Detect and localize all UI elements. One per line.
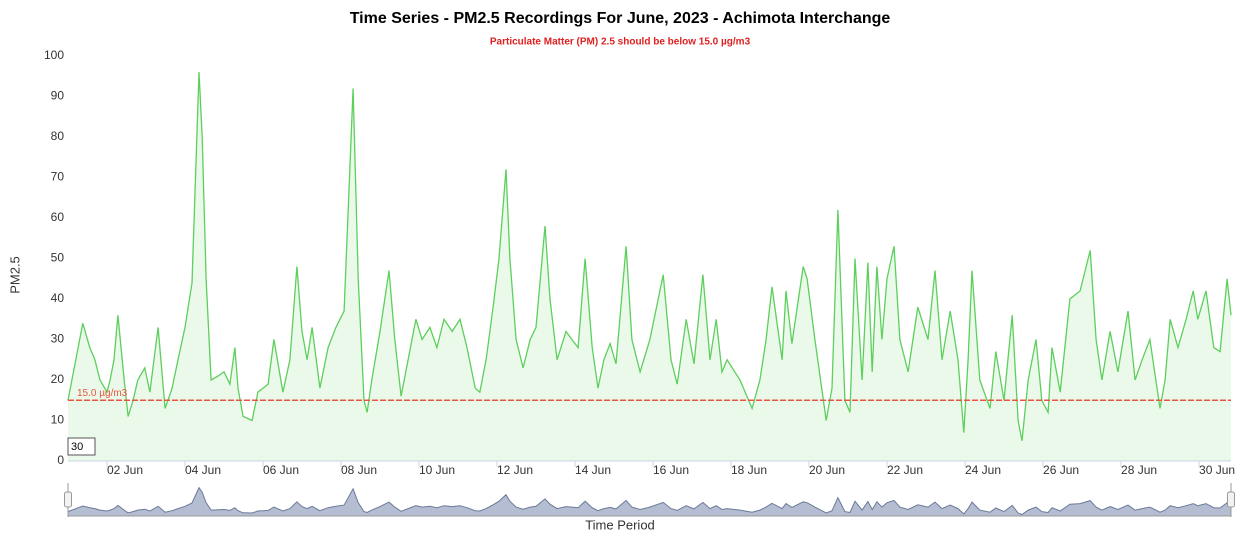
range-box-label: 30 — [71, 441, 83, 453]
x-axis-label: Time Period — [585, 517, 655, 532]
y-tick-label: 10 — [51, 413, 65, 427]
x-tick-label: 08 Jun — [341, 463, 377, 477]
y-tick-label: 50 — [51, 251, 65, 265]
x-tick-label: 02 Jun — [107, 463, 143, 477]
x-tick-label: 04 Jun — [185, 463, 221, 477]
x-tick-label: 22 Jun — [887, 463, 923, 477]
area-fill — [68, 72, 1231, 461]
y-tick-label: 80 — [51, 129, 65, 143]
navigator-handle[interactable] — [1227, 491, 1235, 508]
x-tick-label: 06 Jun — [263, 463, 299, 477]
x-tick-label: 20 Jun — [809, 463, 845, 477]
navigator-area — [67, 486, 1232, 517]
range-box — [67, 437, 96, 456]
series-line — [67, 72, 1232, 441]
y-tick-label: 0 — [57, 453, 64, 467]
x-tick-label: 26 Jun — [1043, 463, 1079, 477]
x-tick-label: 28 Jun — [1121, 463, 1157, 477]
x-tick-label: 10 Jun — [419, 463, 455, 477]
navigator-handle[interactable] — [64, 491, 72, 508]
y-tick-label: 70 — [51, 170, 65, 184]
y-axis-label: PM2.5 — [7, 256, 22, 294]
x-tick-label: 30 Jun — [1199, 463, 1235, 477]
y-tick-label: 30 — [51, 332, 65, 346]
x-tick-label: 24 Jun — [965, 463, 1001, 477]
y-tick-label: 100 — [44, 48, 64, 62]
chart-title: Time Series - PM2.5 Recordings For June,… — [350, 10, 891, 27]
x-tick-label: 14 Jun — [575, 463, 611, 477]
y-tick-label: 40 — [51, 291, 65, 305]
y-tick-label: 20 — [51, 372, 65, 386]
chart-subtitle: Particulate Matter (PM) 2.5 should be be… — [490, 37, 751, 48]
y-tick-label: 60 — [51, 210, 65, 224]
y-tick-label: 90 — [51, 89, 65, 103]
x-tick-label: 16 Jun — [653, 463, 689, 477]
x-tick-label: 18 Jun — [731, 463, 767, 477]
threshold-label: 15.0 µg/m3 — [77, 388, 128, 399]
x-tick-label: 12 Jun — [497, 463, 533, 477]
